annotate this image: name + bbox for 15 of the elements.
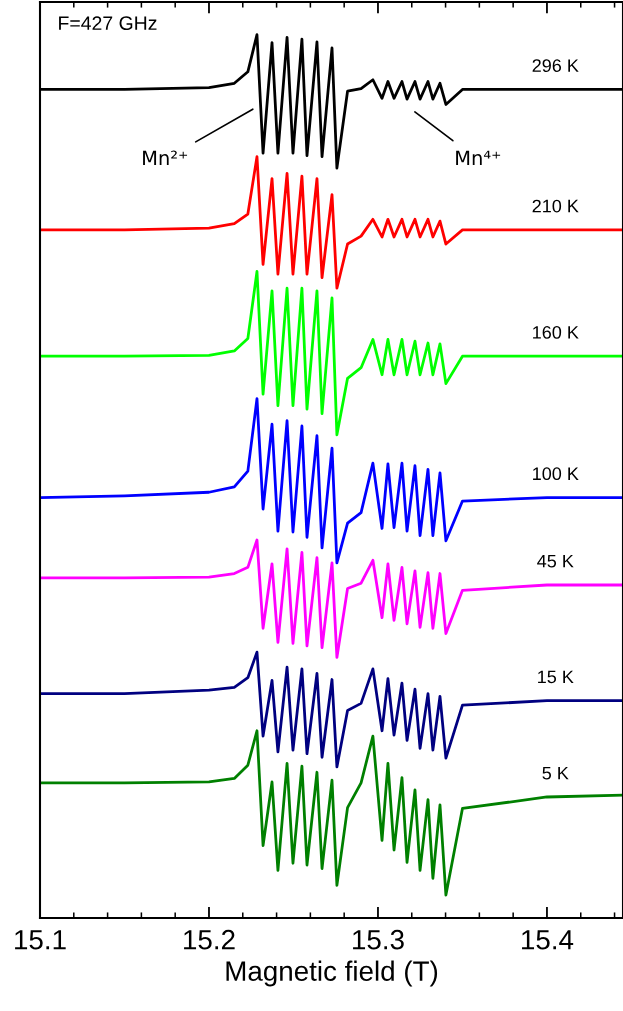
- x-tick-label: 15.4: [522, 930, 574, 950]
- series-label: 296 K: [532, 59, 579, 73]
- series-label: 100 K: [533, 467, 579, 481]
- series-label: 210 K: [532, 199, 579, 213]
- annotation: Mn²⁺: [143, 150, 188, 165]
- x-tick-label: 15.3: [353, 929, 404, 950]
- series-label: 45 K: [537, 554, 574, 568]
- x-axis-title: Magnetic field (T): [226, 960, 438, 987]
- annotation: Mn⁴⁺: [456, 150, 501, 165]
- text: F=427 GHz: [59, 16, 157, 31]
- series-label: 160 K: [533, 325, 579, 339]
- x-tick-label: 15.2: [184, 929, 235, 950]
- series-label: 5 K: [542, 766, 569, 780]
- x-tick-label: 15.1: [15, 930, 66, 950]
- series-label: 15 K: [538, 670, 574, 684]
